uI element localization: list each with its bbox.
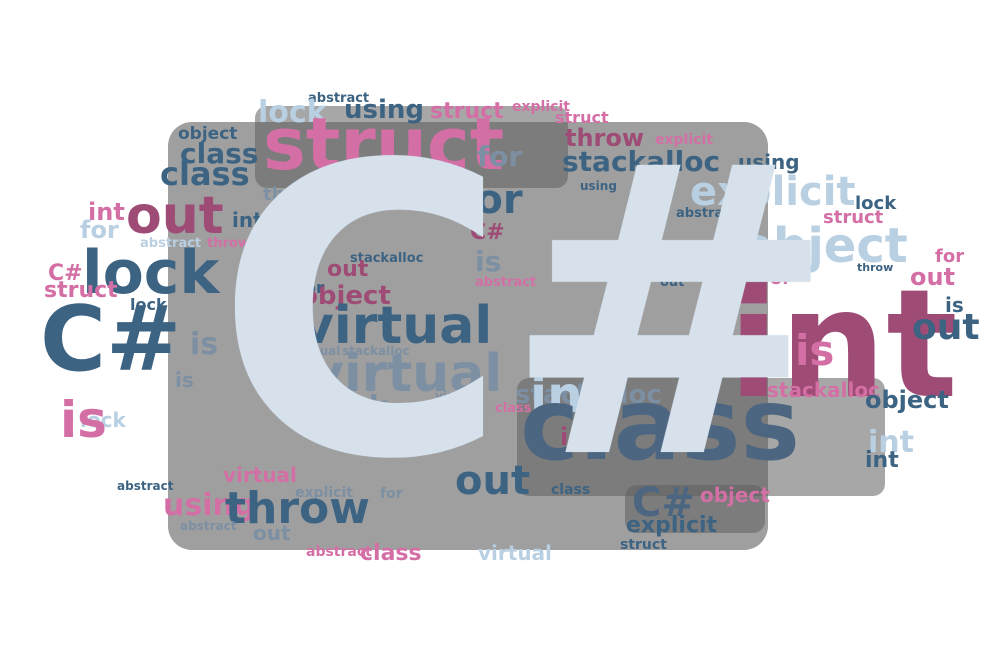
cloud-word: out (910, 263, 956, 291)
cloud-word: out (455, 458, 531, 504)
cloud-word: int (868, 425, 914, 460)
cloud-word: lock (855, 193, 897, 214)
cloud-word: C# (48, 261, 83, 286)
cloud-word: abstract (180, 519, 237, 533)
cloud-word: object (865, 386, 949, 414)
cloud-word: using (163, 488, 256, 523)
cloud-word: struct (823, 207, 884, 228)
cloud-word: explicit (295, 485, 353, 501)
cloud-word: for (935, 246, 965, 267)
cloud-word: using (344, 95, 425, 125)
cloud-word: virtual (310, 344, 503, 404)
cloud-word: struct (44, 278, 118, 303)
cloud-word: struct (620, 537, 667, 553)
cloud-word: for (380, 486, 403, 502)
cloud-word: for (458, 177, 523, 223)
cloud-word: abstract (306, 544, 372, 560)
cloud-word: for (762, 268, 792, 289)
cloud-word: virtual (300, 296, 493, 356)
cloud-word: abstract (676, 206, 738, 221)
cloud-word: lock (130, 295, 167, 314)
cloud-word: class (551, 482, 591, 498)
cloud-word: out (327, 257, 369, 282)
cloud-word: object (700, 483, 770, 507)
cloud-word: is (945, 293, 964, 317)
cloud-word: explicit (648, 344, 715, 363)
cloud-word: throw (857, 261, 894, 274)
cloud-word: virtual (223, 463, 297, 487)
cloud-word: for (298, 278, 324, 297)
cloud-word: lock (82, 238, 220, 308)
cloud-word: stackalloc (515, 380, 662, 410)
cloud-word: out (253, 521, 291, 545)
cloud-word: stackalloc (342, 344, 410, 358)
cloud-word: int (560, 423, 597, 451)
background-tile-top (255, 106, 568, 188)
cloud-word: lock (320, 390, 389, 425)
cloud-word: lock (80, 408, 126, 432)
cloud-word: C# (632, 480, 695, 526)
cloud-word: object (178, 124, 238, 144)
cloud-word: is (60, 391, 107, 449)
cloud-word: for (80, 216, 119, 244)
cloud-word: abstract (475, 275, 537, 290)
cloud-word: using (410, 197, 454, 213)
cloud-word: C# (470, 220, 505, 245)
cloud-word: int (530, 366, 607, 424)
cloud-word: abstract (117, 479, 174, 493)
cloud-word: class (495, 401, 532, 416)
cloud-word: lock (258, 95, 327, 130)
cloud-word: virtual (296, 344, 341, 358)
cloud-word: explicit (690, 169, 856, 215)
cloud-word: class (360, 541, 422, 566)
cloud-word: explicit (626, 513, 718, 538)
cloud-word: throw (207, 236, 250, 251)
cloud-word: stackalloc (350, 251, 424, 266)
cloud-word: abstract (308, 91, 370, 106)
cloud-word: stackalloc (767, 378, 880, 402)
background-tile-bottom (625, 485, 765, 533)
cloud-word: int (728, 258, 958, 432)
cloud-word: throw (263, 184, 323, 205)
cloud-word: throw (225, 483, 370, 534)
cloud-word: using (580, 179, 617, 193)
cloud-word: explicit (512, 99, 570, 115)
cloud-word: C# (709, 246, 744, 271)
cloud-word: int (232, 208, 263, 232)
cloud-word: for (477, 140, 523, 173)
cloud-word: is (475, 245, 502, 278)
cloud-word: virtual (478, 541, 552, 565)
cloud-word: class (180, 137, 259, 170)
background-tile-right (517, 378, 885, 496)
cloud-word: out (912, 307, 980, 348)
cloud-word: int (865, 448, 899, 473)
cloud-word: struct (555, 108, 609, 127)
cloud-word: is (795, 326, 835, 375)
cloud-word: struct (338, 419, 379, 433)
cloud-word: class (160, 155, 250, 193)
cloud-word: is (175, 368, 194, 392)
cloud-word: struct (263, 102, 505, 186)
cloud-word: explicit (655, 132, 713, 148)
cloud-word: object (300, 281, 391, 311)
csharp-logo-text: C# (215, 82, 838, 547)
cloud-word: stackalloc (562, 145, 721, 178)
cloud-word: struct (430, 99, 504, 124)
cloud-word: out (660, 275, 685, 290)
cloud-word: C# (40, 287, 182, 392)
cloud-word: int (88, 198, 125, 226)
cloud-word: virtual (435, 389, 480, 403)
cloud-word: object (740, 218, 908, 274)
cloud-word: is (190, 327, 219, 362)
cloud-word: abstract (140, 236, 202, 251)
cloud-word: out (126, 186, 224, 246)
cloud-word: throw (565, 124, 645, 152)
cloud-word: class (520, 366, 801, 483)
cloud-word: using (738, 150, 800, 174)
